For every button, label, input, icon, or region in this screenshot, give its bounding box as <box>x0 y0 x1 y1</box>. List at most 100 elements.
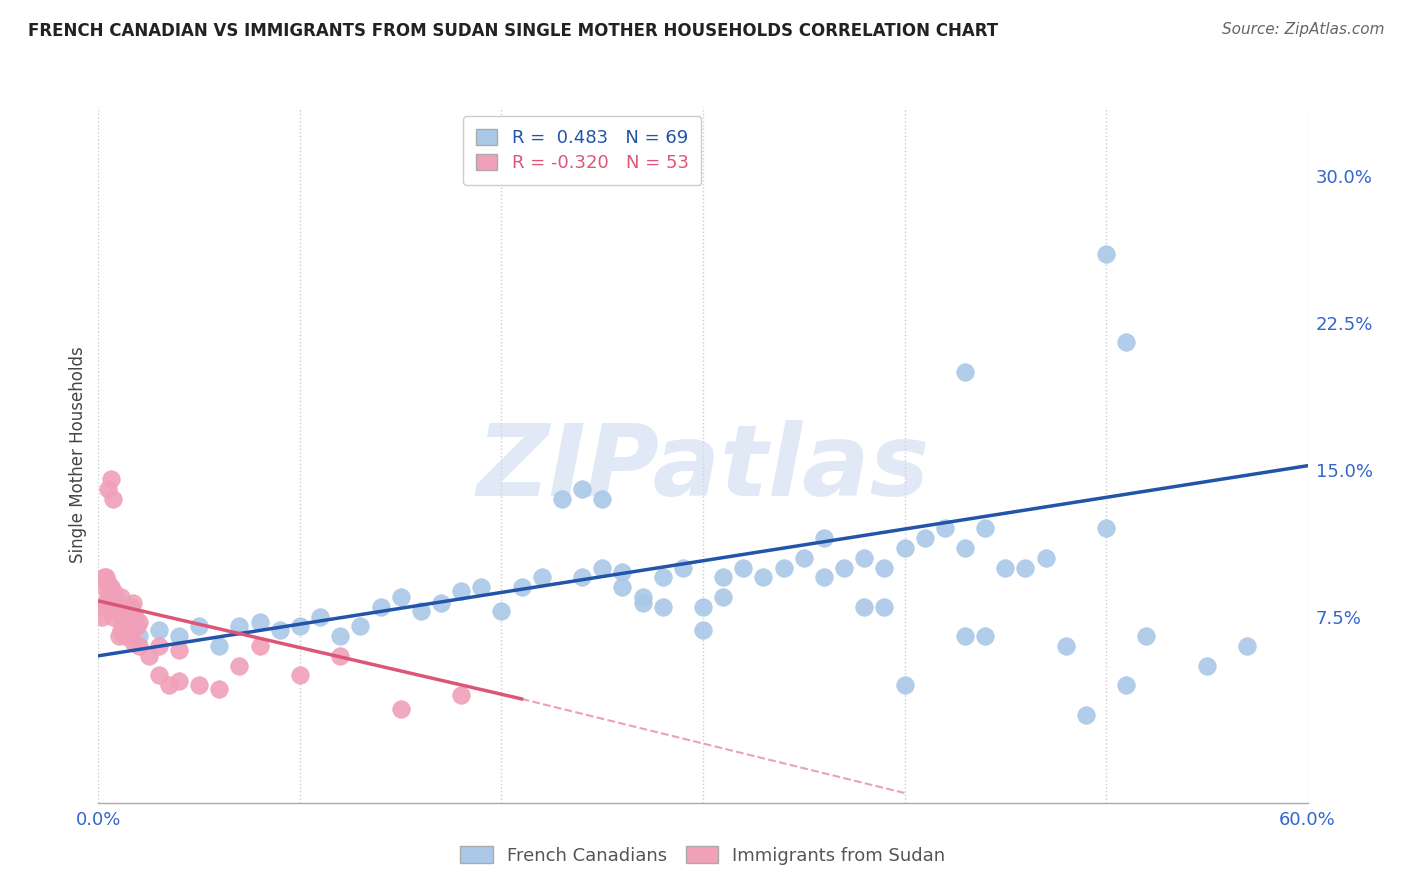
Point <box>813 570 835 584</box>
Point <box>1054 639 1077 653</box>
Point <box>309 609 332 624</box>
Point <box>389 590 412 604</box>
Point <box>651 599 673 614</box>
Point <box>101 491 124 506</box>
Point <box>873 560 896 574</box>
Point <box>914 531 936 545</box>
Point <box>120 629 142 643</box>
Point <box>125 619 148 633</box>
Point <box>148 668 170 682</box>
Point <box>93 570 115 584</box>
Point <box>711 590 734 604</box>
Point <box>1035 550 1057 565</box>
Point <box>120 599 142 614</box>
Text: Source: ZipAtlas.com: Source: ZipAtlas.com <box>1222 22 1385 37</box>
Text: ZIPatlas: ZIPatlas <box>477 420 929 517</box>
Point <box>157 678 180 692</box>
Point <box>101 584 124 599</box>
Point <box>853 550 876 565</box>
Point <box>873 599 896 614</box>
Point <box>101 609 124 624</box>
Point <box>974 629 997 643</box>
Point <box>631 590 654 604</box>
Point <box>128 629 150 643</box>
Point <box>97 590 120 604</box>
Point <box>228 658 250 673</box>
Point <box>329 648 352 663</box>
Point <box>491 604 513 618</box>
Point <box>110 590 132 604</box>
Point <box>105 596 128 610</box>
Point <box>1074 707 1097 722</box>
Text: FRENCH CANADIAN VS IMMIGRANTS FROM SUDAN SINGLE MOTHER HOUSEHOLDS CORRELATION CH: FRENCH CANADIAN VS IMMIGRANTS FROM SUDAN… <box>28 22 998 40</box>
Point <box>793 550 815 565</box>
Point <box>118 609 141 624</box>
Point <box>100 580 122 594</box>
Point <box>893 678 915 692</box>
Point <box>103 596 125 610</box>
Point <box>1115 335 1137 350</box>
Point <box>389 702 412 716</box>
Point <box>188 678 211 692</box>
Point <box>1195 658 1218 673</box>
Point <box>733 560 755 574</box>
Point <box>510 580 533 594</box>
Point <box>105 599 128 614</box>
Point <box>551 491 574 506</box>
Point <box>107 629 129 643</box>
Point <box>121 596 143 610</box>
Point <box>530 570 553 584</box>
Point <box>409 604 432 618</box>
Point <box>329 629 352 643</box>
Point <box>115 615 138 630</box>
Point <box>953 541 976 555</box>
Point <box>1115 678 1137 692</box>
Point <box>672 560 695 574</box>
Point <box>450 688 472 702</box>
Point <box>772 560 794 574</box>
Point <box>121 635 143 649</box>
Point <box>953 629 976 643</box>
Point <box>370 599 392 614</box>
Point <box>91 609 114 624</box>
Point <box>110 624 132 638</box>
Point <box>711 570 734 584</box>
Point <box>591 491 613 506</box>
Point <box>288 668 311 682</box>
Point <box>103 590 125 604</box>
Point <box>450 584 472 599</box>
Point <box>188 619 211 633</box>
Point <box>1236 639 1258 653</box>
Point <box>115 615 138 630</box>
Point <box>893 541 915 555</box>
Point <box>571 570 593 584</box>
Point <box>612 580 634 594</box>
Point <box>148 639 170 653</box>
Point <box>167 629 190 643</box>
Point <box>96 570 118 584</box>
Point <box>631 596 654 610</box>
Point <box>228 619 250 633</box>
Point <box>89 599 111 614</box>
Point <box>100 472 122 486</box>
Point <box>97 482 120 496</box>
Point <box>124 609 146 624</box>
Point <box>994 560 1017 574</box>
Point <box>100 599 122 614</box>
Y-axis label: Single Mother Households: Single Mother Households <box>69 347 87 563</box>
Point <box>114 629 136 643</box>
Point <box>692 599 714 614</box>
Point <box>934 521 956 535</box>
Point <box>1014 560 1036 574</box>
Point <box>1095 247 1118 261</box>
Point <box>138 648 160 663</box>
Point <box>96 596 118 610</box>
Point <box>571 482 593 496</box>
Point <box>813 531 835 545</box>
Point <box>208 639 231 653</box>
Legend: French Canadians, Immigrants from Sudan: French Canadians, Immigrants from Sudan <box>451 838 955 874</box>
Point <box>148 624 170 638</box>
Point <box>591 560 613 574</box>
Point <box>167 674 190 689</box>
Point <box>692 624 714 638</box>
